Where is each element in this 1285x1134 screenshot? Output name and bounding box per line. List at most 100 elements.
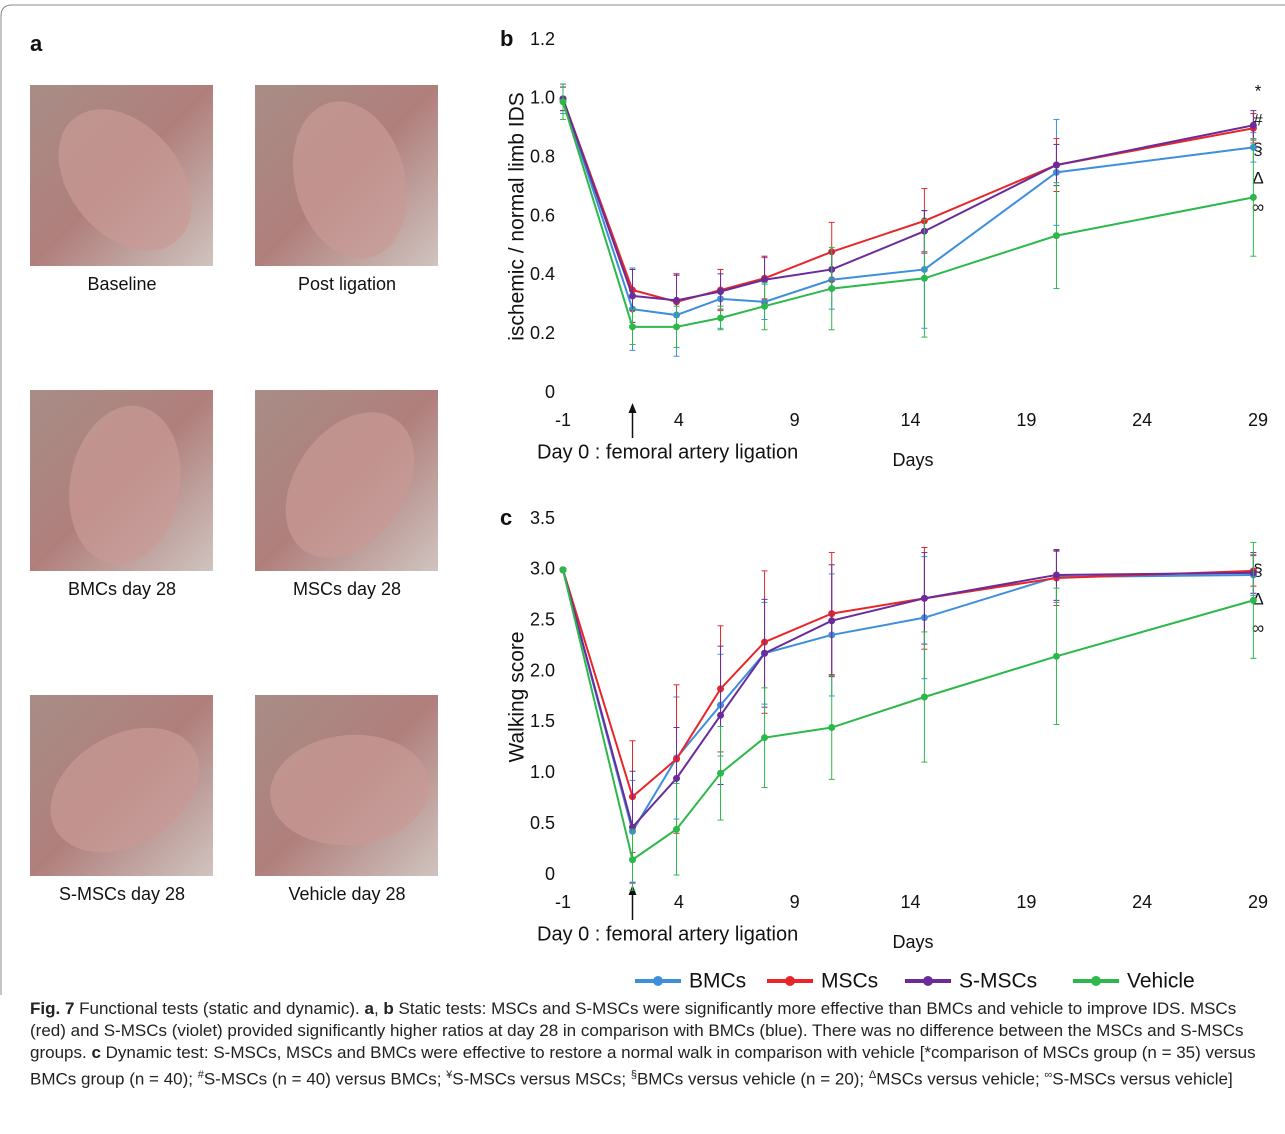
point [1052, 652, 1060, 660]
photo-subject [69, 405, 181, 565]
legend-marker [923, 976, 933, 986]
caption-text: S-MSCs versus vehicle] [1052, 1069, 1233, 1089]
x-tick-label: 4 [674, 892, 684, 912]
significance-mark: Δ [1252, 589, 1263, 608]
point [717, 314, 725, 322]
y-tick-label: 0.4 [530, 264, 555, 284]
y-tick-label: 0.8 [530, 146, 555, 166]
caption-bold: b [383, 999, 394, 1018]
panel-label: c [500, 505, 512, 530]
series-line [562, 569, 1254, 862]
photo-label: S-MSCs day 28 [59, 884, 185, 904]
caption-bold: c [91, 1043, 101, 1062]
y-tick-label: 0.5 [530, 813, 555, 833]
point [629, 856, 636, 864]
series-line [562, 98, 1254, 302]
x-tick-label: 24 [1132, 892, 1152, 912]
caption-text: Functional tests (static and dynamic). [74, 999, 365, 1018]
caption-text: S-MSCs (n = 40) versus BMCs; [203, 1069, 447, 1089]
significance-mark: § [1253, 560, 1262, 579]
arrow-head [628, 403, 637, 413]
y-tick-label: 2.0 [530, 660, 555, 680]
caption-text: Static tests: MSCs and S-MSCs were signi… [30, 999, 1244, 1062]
significance-mark: Δ [1252, 168, 1263, 187]
significance-mark: § [1253, 139, 1262, 158]
x-tick-label: 4 [674, 410, 684, 430]
x-tick-label: 29 [1248, 892, 1268, 912]
photo-subject [50, 727, 200, 853]
significance-mark: ∞ [1252, 197, 1264, 216]
y-tick-label: 3.5 [530, 508, 555, 528]
x-tick-label: 19 [1016, 892, 1036, 912]
point [1052, 161, 1060, 169]
point [559, 98, 567, 106]
point [673, 825, 681, 833]
panel-label: b [500, 26, 513, 51]
y-tick-label: 0 [545, 382, 555, 402]
point [1052, 232, 1060, 240]
x-axis-title: Days [892, 932, 933, 952]
x-tick-label: 9 [790, 892, 800, 912]
photo-label: Baseline [87, 274, 156, 294]
significance-mark: # [1253, 110, 1263, 129]
x-tick-label: -1 [555, 410, 571, 430]
series-line [562, 569, 1254, 830]
point [717, 711, 725, 719]
photo-subject [58, 109, 192, 251]
photo-subject [285, 412, 415, 558]
photo-label: MSCs day 28 [293, 579, 401, 599]
y-axis-title: ischemic / normal limb IDS [506, 92, 529, 341]
point [920, 274, 928, 282]
figure-border-corner [0, 4, 13, 17]
point [761, 276, 769, 284]
significance-mark: * [1255, 81, 1262, 100]
point [673, 296, 681, 304]
point [629, 323, 636, 331]
caption-text: BMCs versus vehicle (n = 20); [636, 1069, 869, 1089]
x-tick-label: 14 [900, 410, 920, 430]
point [828, 285, 836, 293]
photo-subject [292, 101, 408, 259]
point [673, 323, 681, 331]
legend-label: Vehicle [1127, 970, 1195, 993]
x-axis-title: Days [892, 450, 933, 470]
annotation: Day 0 : femoral artery ligation [537, 923, 798, 945]
point [761, 734, 769, 742]
point [828, 617, 836, 625]
series-line [562, 569, 1254, 834]
y-tick-label: 1.0 [530, 88, 555, 108]
point [1249, 121, 1257, 129]
y-tick-label: 1.5 [530, 711, 555, 731]
photo-label: BMCs day 28 [68, 579, 176, 599]
legend-label: BMCs [689, 970, 746, 993]
annotation: Day 0 : femoral artery ligation [537, 441, 798, 463]
series-line [562, 101, 1254, 328]
caption-sup: # [197, 1069, 204, 1081]
caption-text: , [373, 999, 384, 1018]
legend-marker [785, 976, 795, 986]
caption-text: MSCs versus vehicle; [876, 1069, 1045, 1089]
caption-text: Dynamic test: S-MSCs, MSCs and BMCs were… [30, 1043, 1256, 1089]
point [1249, 596, 1257, 604]
point [920, 594, 928, 602]
y-axis-title: Walking score [506, 631, 529, 762]
point [920, 693, 928, 701]
y-tick-label: 0.6 [530, 205, 555, 225]
point [828, 724, 836, 732]
point [717, 769, 725, 777]
point [673, 774, 681, 782]
caption-text: S-MSCs versus MSCs; [452, 1069, 631, 1089]
point [1249, 193, 1257, 201]
legend-marker [653, 976, 663, 986]
caption-sup: Δ [868, 1069, 877, 1081]
y-tick-label: 3.0 [530, 559, 555, 579]
legend-label: MSCs [821, 970, 878, 993]
x-tick-label: 9 [790, 410, 800, 430]
point [761, 302, 769, 310]
point [1052, 571, 1060, 579]
x-tick-label: -1 [555, 892, 571, 912]
caption-bold: a [364, 999, 374, 1018]
legend-label: S-MSCs [959, 970, 1037, 993]
y-tick-label: 1.2 [530, 29, 555, 49]
x-tick-label: 14 [900, 892, 920, 912]
